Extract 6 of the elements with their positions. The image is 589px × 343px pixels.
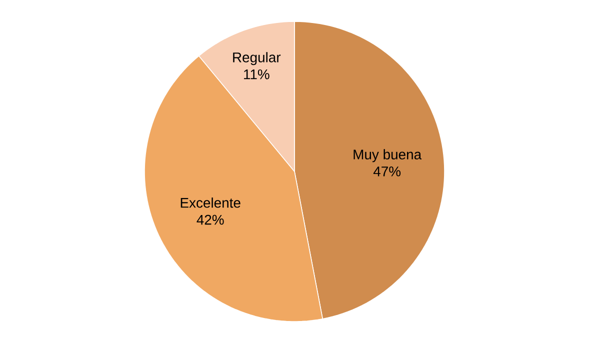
data-label: 47% xyxy=(373,166,401,176)
slice-label: Muy buena xyxy=(354,149,422,162)
slice-label: Excelente xyxy=(180,198,240,208)
data-label: 11% xyxy=(244,69,270,80)
slice-label: Regular xyxy=(233,52,281,66)
data-label: 42% xyxy=(196,214,224,225)
